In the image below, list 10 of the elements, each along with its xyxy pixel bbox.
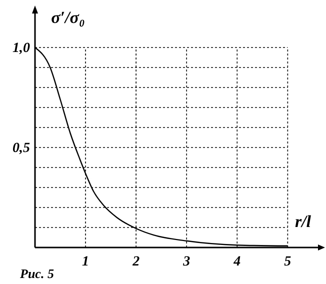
y-axis-title: σ′/σ₀ — [51, 8, 85, 27]
x-tick-label: 5 — [284, 254, 292, 270]
x-tick-label: 2 — [132, 254, 140, 270]
x-tick-label: 3 — [182, 254, 190, 270]
x-tick-label: 1 — [82, 254, 90, 270]
x-tick-label: 4 — [232, 254, 241, 270]
text: Рис. 5 — [20, 266, 54, 281]
x-axis-title: r/l — [294, 212, 312, 231]
y-tick-label: 1,0 — [12, 40, 30, 56]
y-tick-label: 0,5 — [12, 140, 30, 156]
